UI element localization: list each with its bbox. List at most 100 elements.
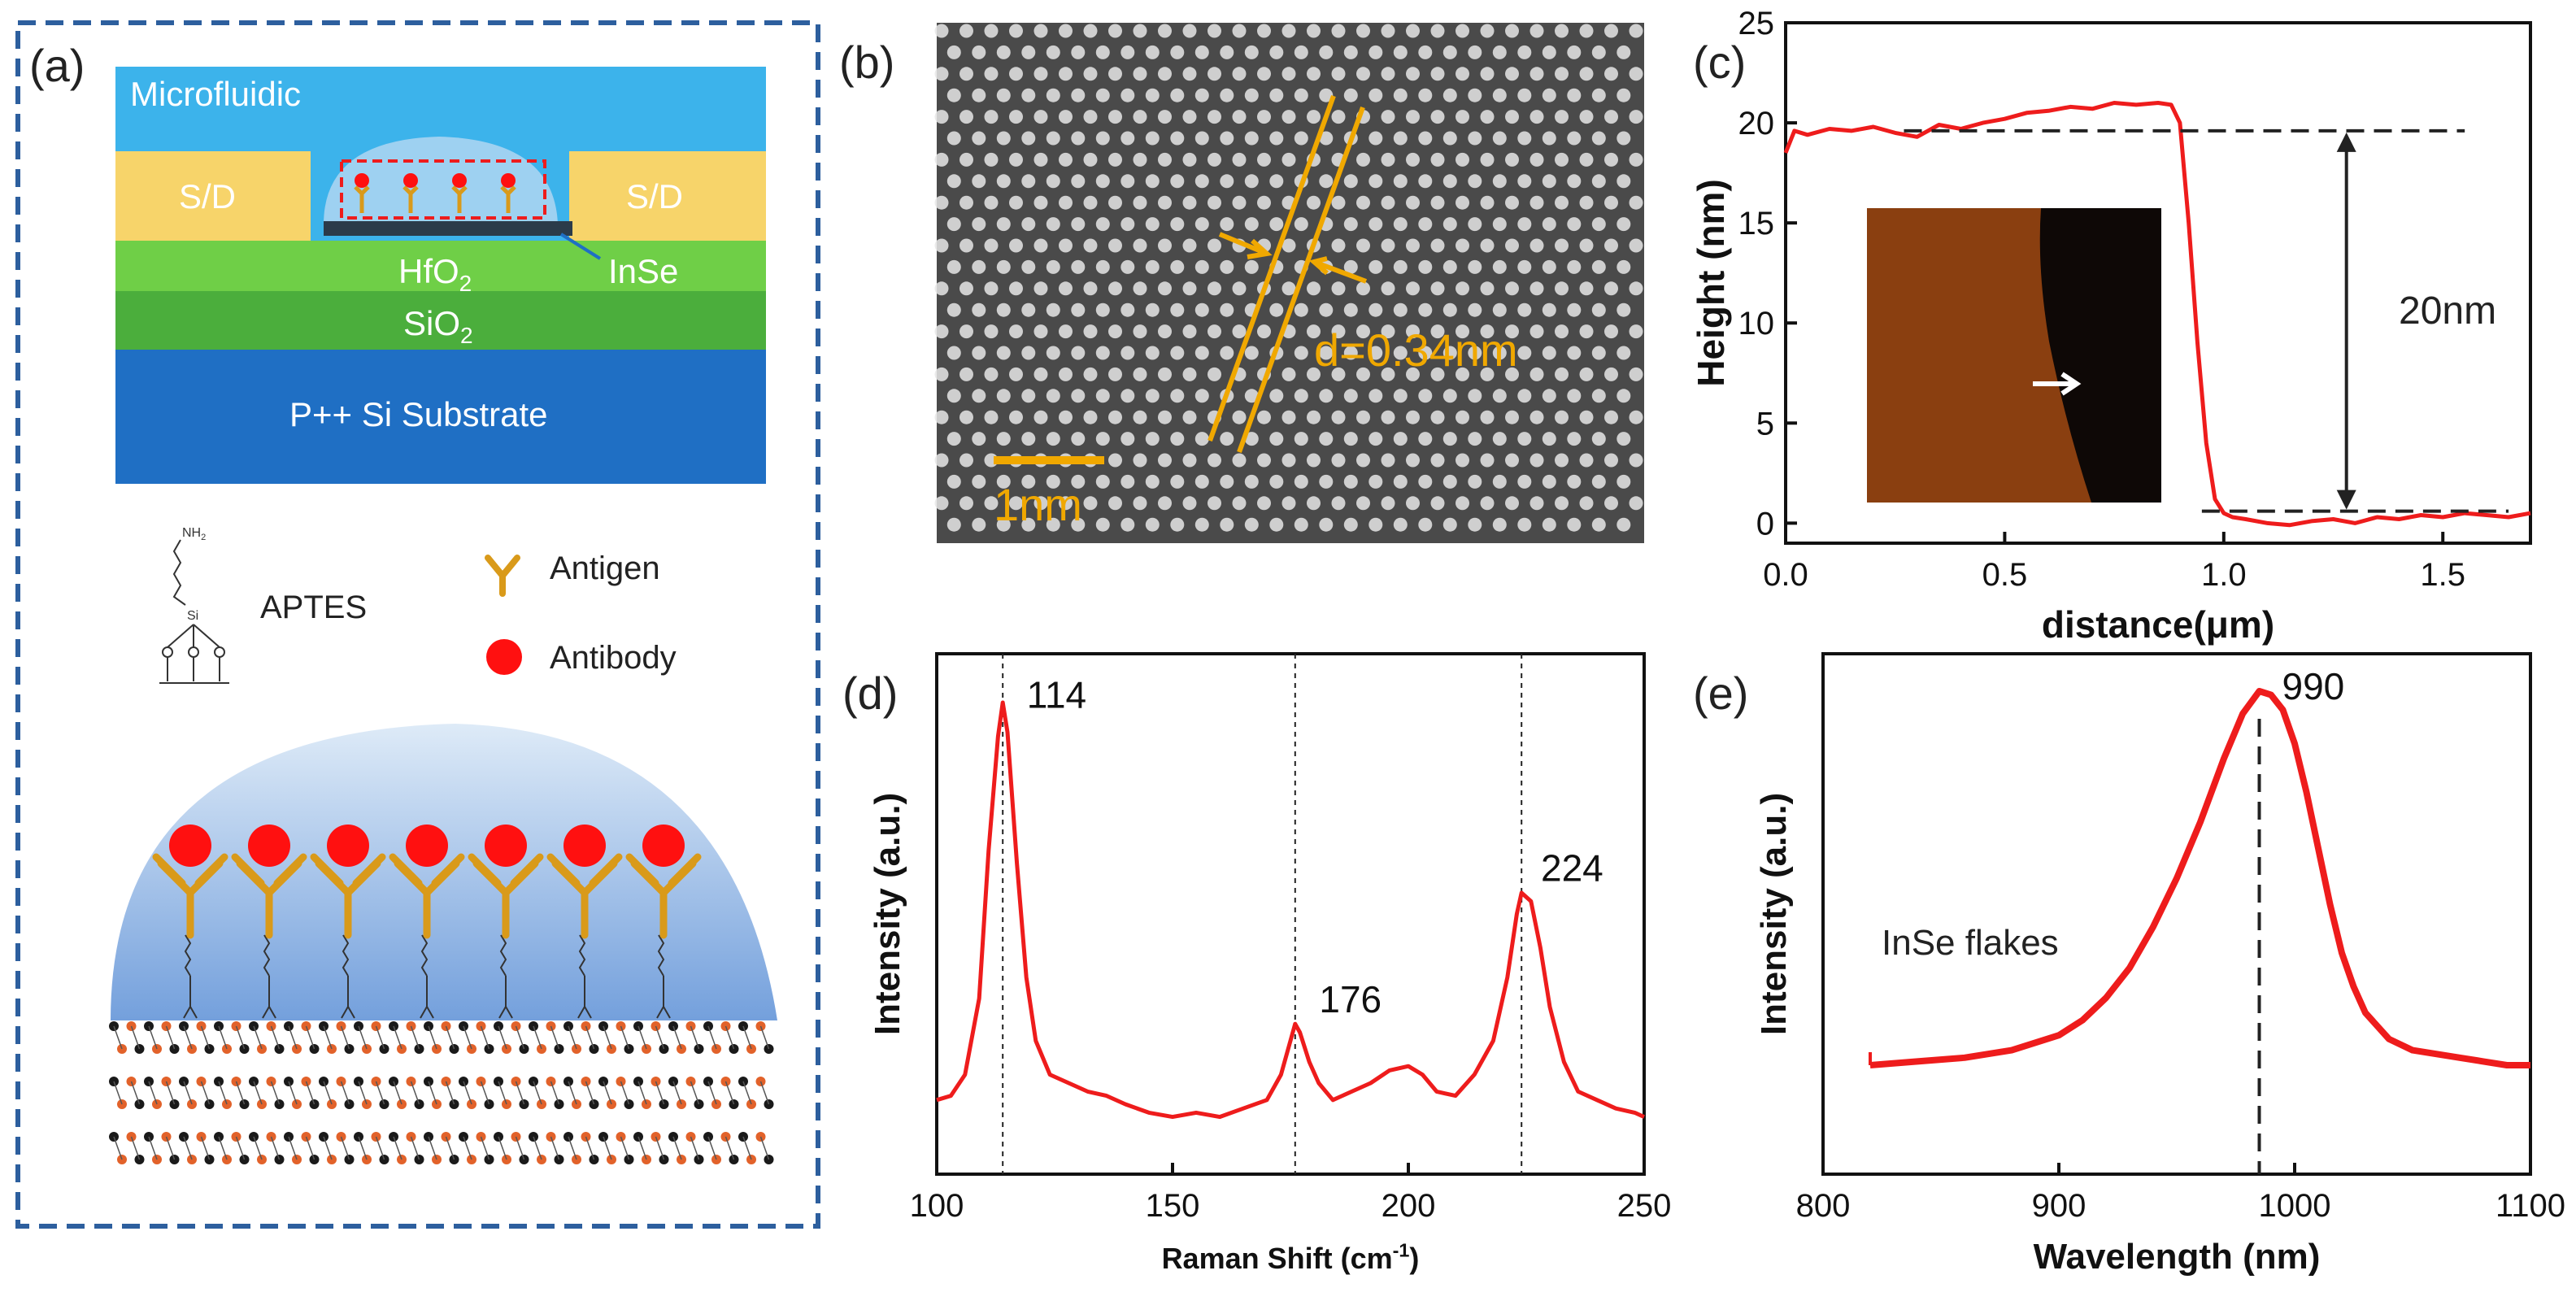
atom	[1133, 410, 1147, 424]
atom	[1244, 217, 1259, 232]
atom	[1182, 152, 1197, 167]
atom	[959, 367, 973, 381]
atom	[1033, 238, 1048, 253]
aptes-chain	[657, 934, 665, 977]
atom	[1120, 302, 1135, 317]
atom	[1343, 174, 1358, 189]
atom	[1071, 302, 1086, 317]
atom	[1368, 131, 1383, 146]
atom	[1542, 174, 1556, 189]
panel-c: (c) 0.0 0.5 1.0 1.5 0 5 10 15 20 25 distance(μm) He…	[1690, 6, 2532, 646]
atom	[1331, 67, 1346, 81]
atom	[1542, 389, 1556, 403]
atom	[1480, 152, 1495, 167]
atom	[1530, 324, 1544, 339]
atom	[1071, 259, 1086, 274]
atom	[1517, 474, 1532, 489]
atom	[1579, 152, 1594, 167]
atom	[1591, 432, 1606, 446]
atom	[1021, 346, 1036, 360]
atom	[1059, 238, 1073, 253]
atom	[1145, 131, 1160, 146]
atom	[1319, 389, 1334, 403]
atom	[1555, 195, 1569, 210]
atom	[984, 281, 999, 296]
atom	[1381, 281, 1395, 296]
x-tick-label: 0.5	[1982, 557, 2028, 593]
atom	[1343, 432, 1358, 446]
aptes-chain	[578, 934, 586, 977]
atom	[1294, 131, 1308, 146]
atom	[1604, 410, 1618, 424]
atom	[1629, 110, 1643, 124]
panel-a-dashed-frame	[15, 20, 820, 1229]
atom	[1629, 410, 1643, 424]
atom	[1456, 110, 1469, 124]
atom	[1604, 152, 1618, 167]
atom	[1343, 517, 1358, 532]
atom	[1133, 453, 1147, 468]
atom	[1232, 496, 1247, 511]
panel-c-label: (c)	[1693, 37, 1746, 88]
atom	[1194, 88, 1209, 102]
atom	[1194, 474, 1209, 489]
atom	[1393, 217, 1408, 232]
atom	[1059, 367, 1073, 381]
atom	[1381, 238, 1395, 253]
atom	[934, 281, 949, 296]
atom	[1170, 45, 1185, 59]
atom	[984, 152, 999, 167]
atom	[1604, 195, 1618, 210]
atom	[1442, 88, 1457, 102]
atom	[1158, 24, 1172, 38]
atom	[1083, 238, 1098, 253]
atom	[1368, 45, 1383, 59]
x-axis-label-part: distance(μm)	[2042, 603, 2274, 646]
atom	[1530, 110, 1544, 124]
atom	[1145, 474, 1160, 489]
atom	[1269, 432, 1284, 446]
atom	[1517, 517, 1532, 532]
atom	[1579, 324, 1594, 339]
x-axis-label: Raman Shift (cm-1)	[1162, 1240, 1420, 1275]
atom	[946, 45, 961, 59]
atom	[1418, 259, 1433, 274]
atom	[1281, 410, 1296, 424]
atom	[1220, 474, 1234, 489]
atom	[1071, 174, 1086, 189]
atom	[1604, 324, 1618, 339]
atom	[1492, 217, 1507, 232]
atom	[1579, 238, 1594, 253]
atom	[1170, 131, 1185, 146]
atom	[1555, 24, 1569, 38]
aptes-linker	[341, 976, 355, 1019]
x-axis-label-part: Raman Shift (cm	[1162, 1242, 1393, 1275]
atom	[1083, 496, 1098, 511]
atom	[1033, 24, 1048, 38]
atom	[1530, 367, 1544, 381]
atom	[1244, 432, 1259, 446]
atom	[1033, 195, 1048, 210]
atom	[1170, 346, 1185, 360]
atom	[1232, 410, 1247, 424]
atom	[1208, 496, 1221, 511]
atom	[1009, 110, 1023, 124]
atom	[1617, 474, 1631, 489]
atom	[1505, 281, 1519, 296]
atom	[1530, 195, 1544, 210]
atom	[1368, 517, 1383, 532]
atom	[1468, 432, 1482, 446]
atom	[996, 131, 1011, 146]
atom	[1442, 259, 1457, 274]
atom	[1046, 302, 1060, 317]
x-tick-label: 800	[1796, 1188, 1851, 1224]
atom	[1343, 88, 1358, 102]
atom	[1145, 302, 1160, 317]
atom	[1530, 238, 1544, 253]
atom	[1257, 195, 1271, 210]
atom	[1071, 517, 1086, 532]
atom	[1294, 45, 1308, 59]
atom	[1492, 389, 1507, 403]
atom	[1430, 367, 1445, 381]
atom	[1133, 281, 1147, 296]
